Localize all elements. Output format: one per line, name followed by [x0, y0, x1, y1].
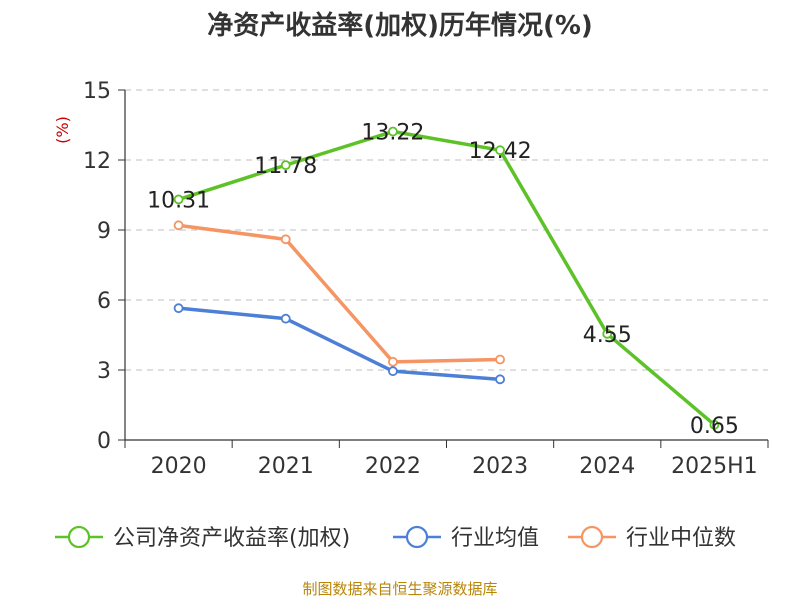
series-line: [178, 129, 716, 427]
y-tick-label: 0: [97, 429, 111, 454]
y-axis-label: (%): [53, 116, 72, 144]
series-2: [173, 220, 505, 367]
legend-label: 公司净资产收益率(加权): [113, 526, 350, 551]
data-point: [280, 313, 291, 324]
chart-title: 净资产收益率(加权)历年情况(%): [207, 10, 593, 41]
legend-marker: [580, 525, 604, 549]
y-tick-label: 12: [83, 149, 111, 174]
legend-label: 行业中位数: [626, 526, 736, 551]
legend-item-0[interactable]: 公司净资产收益率(加权): [55, 525, 350, 551]
y-tick-label: 9: [97, 219, 111, 244]
y-tick-label: 6: [97, 289, 111, 314]
data-label: 4.55: [583, 323, 632, 348]
data-point: [173, 220, 184, 231]
series-0: [173, 126, 720, 430]
data-label: 12.42: [469, 139, 532, 164]
series-1: [173, 303, 505, 385]
data-point: [388, 356, 398, 367]
legend-marker: [405, 525, 429, 549]
x-tick-label: 2024: [579, 454, 635, 479]
source-note: 制图数据来自恒生聚源数据库: [302, 580, 497, 598]
series-line: [178, 223, 501, 364]
data-point: [173, 303, 184, 314]
x-tick-label: 2021: [258, 454, 314, 479]
grid-lines: [125, 89, 768, 371]
x-tick-label: 2025H1: [671, 454, 758, 479]
data-point: [388, 366, 398, 377]
data-label: 0.65: [690, 414, 739, 439]
legend-label: 行业均值: [451, 526, 539, 551]
data-point: [495, 354, 505, 365]
data-labels: 10.31 11.78 13.22 12.42 4.55 0.65: [147, 121, 739, 439]
x-tick-label: 2022: [365, 454, 421, 479]
y-tick-label: 3: [97, 359, 111, 384]
legend-item-1[interactable]: 行业均值: [393, 525, 539, 551]
data-point: [280, 234, 291, 245]
series-layer: [173, 126, 720, 430]
data-point: [173, 194, 184, 205]
data-point: [495, 145, 505, 156]
series-line: [178, 306, 501, 382]
data-point: [388, 126, 398, 137]
legend-marker: [67, 525, 91, 549]
data-label: 13.22: [361, 121, 424, 146]
data-point: [602, 328, 613, 339]
axes: [118, 89, 769, 448]
data-label: 11.78: [254, 154, 317, 179]
y-tick-label: 15: [83, 79, 111, 104]
legend[interactable]: 公司净资产收益率(加权) 行业均值 行业中位数: [55, 525, 736, 551]
tick-labels: 0 3 6 9 12 15 2020 2021 2022 2023 2024 2025H1: [83, 79, 758, 479]
data-point: [280, 160, 291, 171]
x-tick-label: 2023: [472, 454, 528, 479]
data-point: [495, 374, 505, 385]
x-tick-label: 2020: [151, 454, 207, 479]
data-point: [709, 419, 720, 430]
data-label: 10.31: [147, 188, 210, 213]
legend-item-2[interactable]: 行业中位数: [568, 525, 736, 551]
